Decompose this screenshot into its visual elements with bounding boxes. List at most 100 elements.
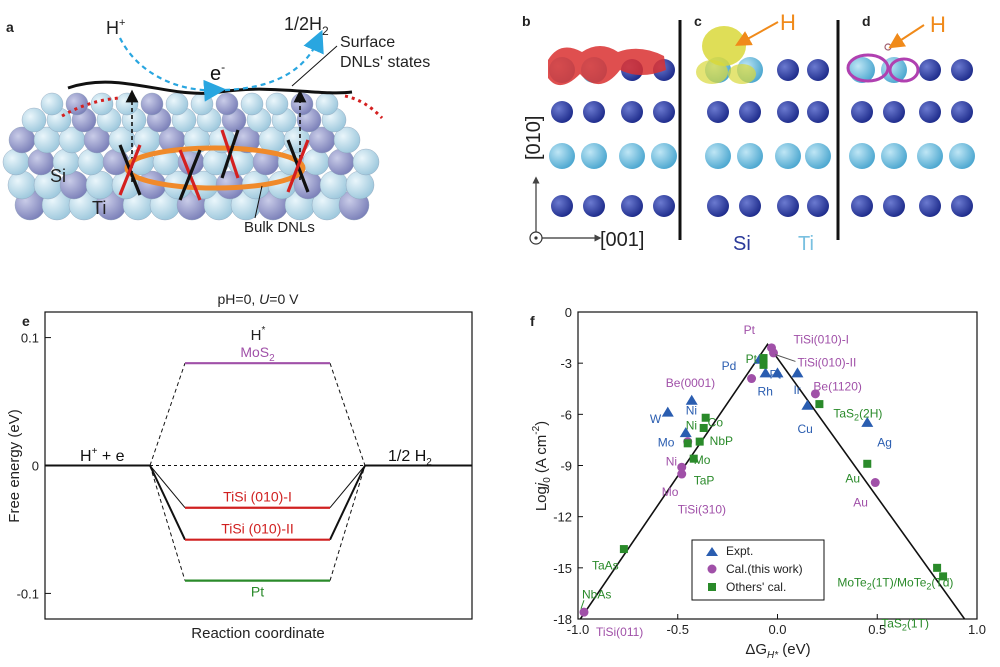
legend-cal: Cal.(this work): [726, 562, 803, 576]
final-state-label: 1/2 H2: [388, 448, 432, 468]
ti-label: Ti: [92, 198, 106, 218]
data-point-others: [699, 423, 708, 432]
ytick-label: -0.1: [17, 586, 39, 601]
ti-atom: [315, 92, 339, 116]
ytick-label: -12: [553, 510, 572, 525]
point-label: W: [650, 412, 662, 426]
data-point-expt: [801, 399, 814, 410]
ti-atom: [90, 92, 114, 116]
energy-level-label: TiSi (010)-II: [221, 521, 294, 537]
atom-slab: [2, 92, 380, 221]
ti-atom: [319, 170, 349, 200]
data-point-cal: [579, 607, 589, 617]
si-atom: [653, 195, 675, 217]
legend-others: Others' cal.: [726, 580, 786, 594]
point-label: Ir: [793, 383, 800, 397]
axis-label-010: [010]: [523, 116, 545, 160]
si-atom: [707, 101, 729, 123]
si-atom: [739, 101, 761, 123]
legend-ti: Ti: [798, 233, 814, 255]
point-label: NbP: [710, 434, 733, 448]
data-point-expt: [759, 367, 772, 378]
si-atom: [777, 101, 799, 123]
point-label: Mo: [658, 436, 675, 450]
si-atom: [327, 148, 355, 176]
data-point-expt: [661, 406, 674, 417]
point-label: Mo: [662, 485, 679, 499]
ti-atom: [949, 143, 975, 169]
si-atom: [583, 195, 605, 217]
point-label: Ni: [666, 455, 677, 469]
connector-left: [149, 465, 186, 509]
point-label: Pt: [770, 368, 782, 382]
energy-level-label: MoS2: [240, 344, 275, 364]
point-label: Au: [845, 472, 860, 486]
connector-left: [149, 363, 186, 466]
si-atom: [851, 101, 873, 123]
si-atom: [583, 101, 605, 123]
charge-density-yellow-lower2: [728, 64, 756, 84]
point-label: Be(1120): [813, 379, 861, 393]
energy-level-label: TiSi (010)-I: [223, 489, 292, 505]
charge-density-magenta-2: [888, 57, 920, 83]
ti-atom: [549, 143, 575, 169]
point-label: Ni: [686, 403, 697, 417]
ytick-label: -6: [560, 407, 572, 422]
xtick-label: -1.0: [567, 622, 589, 637]
connector-right: [329, 465, 366, 581]
point-label: TiSi(010)-I: [793, 333, 849, 347]
si-atom: [851, 195, 873, 217]
data-point-others: [701, 413, 710, 422]
surface-label-line1: Surface: [340, 34, 395, 51]
h-atom-d: [884, 43, 892, 51]
data-point-expt: [791, 367, 804, 378]
ti-atom: [333, 126, 361, 154]
ti-atom: [2, 148, 30, 176]
charge-density-yellow: [702, 26, 746, 66]
panel-e-free-energy: e pH=0, U=0 V 0.1 0 -0.1 MoS2 TiSi (010)-I Ti…: [6, 291, 473, 642]
point-label: Pt: [744, 323, 756, 337]
ti-atom: [352, 148, 380, 176]
point-label: TaAs: [592, 559, 619, 573]
ti-atom: [77, 148, 105, 176]
data-point-cal: [677, 462, 687, 472]
si-label: Si: [50, 166, 66, 186]
ti-atom: [190, 92, 214, 116]
si-atom: [919, 195, 941, 217]
connector-right: [329, 465, 366, 541]
data-point-cal: [747, 374, 757, 384]
data-point-cal: [769, 348, 779, 358]
si-atom: [883, 101, 905, 123]
data-point-others: [759, 360, 768, 369]
xtick-label: 0.0: [768, 622, 786, 637]
ytick-label: 0.1: [21, 331, 39, 346]
point-label: MoTe2(1T)/MoTe2(Td): [837, 576, 953, 592]
point-label: TaP: [694, 473, 715, 487]
ytick-label: 0: [565, 305, 572, 320]
legend-si: Si: [733, 233, 751, 255]
data-point-others: [863, 459, 872, 468]
si-atom: [739, 195, 761, 217]
ti-atom: [302, 148, 330, 176]
ti-atom: [651, 143, 677, 169]
h-star-label: H*: [251, 325, 266, 344]
data-point-others: [689, 454, 698, 463]
data-point-others: [695, 437, 704, 446]
axis-origin-dot: [534, 236, 538, 240]
h2-label: 1/2H2: [284, 14, 329, 38]
point-label: TaS2(1T): [881, 617, 929, 633]
connector-right: [329, 465, 366, 509]
energy-diagram: 0.1 0 -0.1 MoS2 TiSi (010)-I TiSi (010)-II Pt: [17, 331, 472, 601]
data-point-expt: [861, 416, 874, 427]
si-atom: [951, 59, 973, 81]
point-label: Au: [853, 495, 868, 509]
panel-label-a: a: [6, 19, 14, 35]
si-atom: [551, 195, 573, 217]
data-point-expt: [685, 394, 698, 405]
si-atom: [777, 59, 799, 81]
point-label: Cu: [797, 422, 812, 436]
ti-atom: [581, 143, 607, 169]
panel-e-xlabel: Reaction coordinate: [191, 625, 324, 642]
charge-density-red: [548, 46, 666, 86]
point-label: TaS2(2H): [833, 407, 882, 423]
